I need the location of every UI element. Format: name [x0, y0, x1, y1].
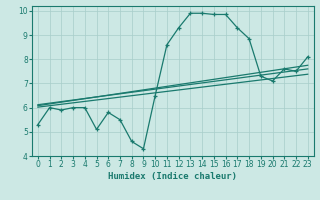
X-axis label: Humidex (Indice chaleur): Humidex (Indice chaleur)	[108, 172, 237, 181]
